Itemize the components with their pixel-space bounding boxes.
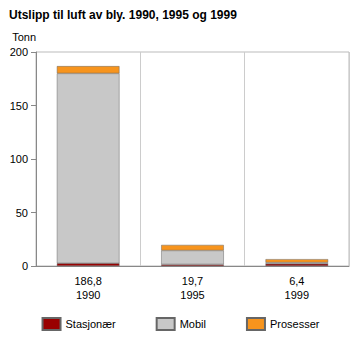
svg-text:200: 200	[10, 46, 28, 58]
svg-text:1995: 1995	[180, 289, 204, 301]
svg-text:19,7: 19,7	[182, 275, 203, 287]
svg-text:1990: 1990	[76, 289, 100, 301]
svg-text:Tonn: Tonn	[12, 31, 36, 43]
svg-text:Utslipp til luft av bly. 1990,: Utslipp til luft av bly. 1990, 1995 og 1…	[9, 8, 237, 22]
svg-text:186,8: 186,8	[74, 275, 102, 287]
svg-text:1999: 1999	[285, 289, 309, 301]
svg-text:0: 0	[22, 260, 28, 272]
svg-text:Prosesser: Prosesser	[270, 318, 320, 330]
svg-text:Mobil: Mobil	[180, 318, 206, 330]
svg-text:150: 150	[10, 100, 28, 112]
svg-text:Stasjonær: Stasjonær	[66, 318, 116, 330]
svg-text:6,4: 6,4	[289, 275, 304, 287]
svg-text:50: 50	[16, 207, 28, 219]
svg-text:100: 100	[10, 153, 28, 165]
